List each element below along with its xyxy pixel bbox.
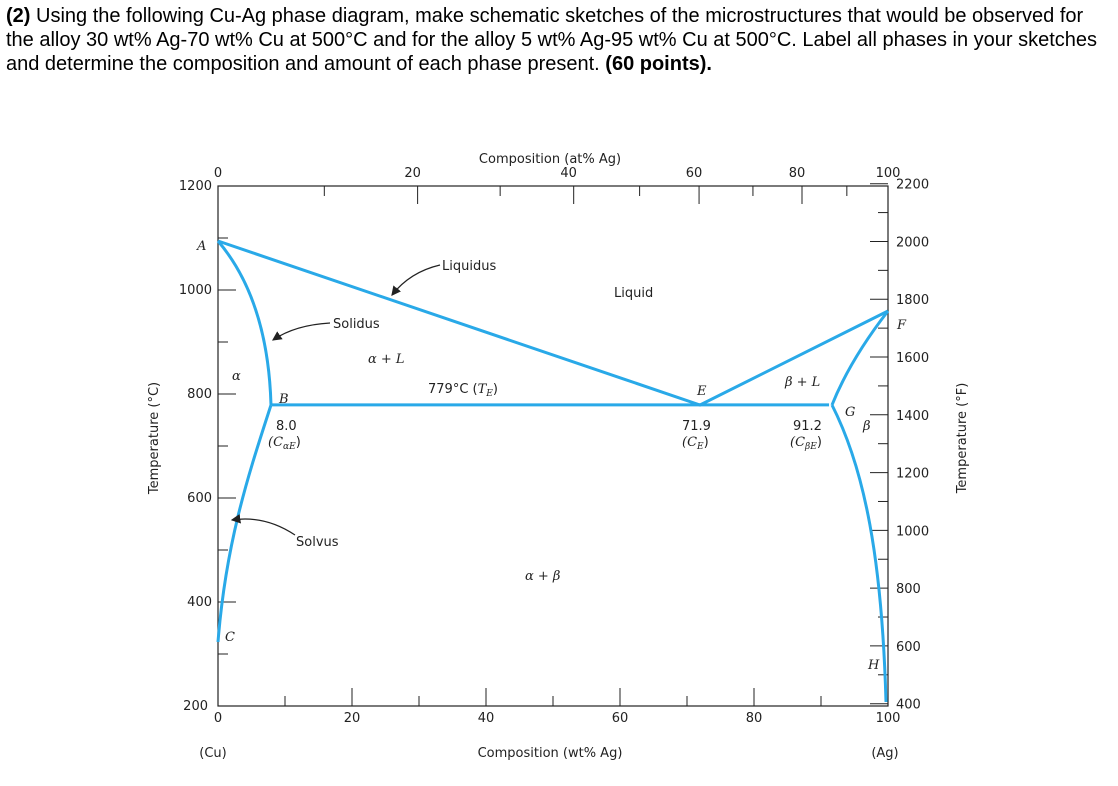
question-number: (2) (6, 5, 31, 27)
axis-title: Composition (wt% Ag) (478, 746, 623, 761)
y2-tick-label: 1600 (896, 351, 929, 366)
composition-value: 71.9 (682, 419, 711, 434)
arrow (272, 322, 331, 341)
label-part: ) (296, 435, 301, 450)
label-part: ) (704, 435, 709, 450)
y2-tick-label: 600 (896, 640, 921, 655)
axis-title: Composition (at% Ag) (479, 152, 621, 167)
question-points: (60 points). (605, 53, 712, 75)
y2-tick-label: 1200 (896, 467, 929, 482)
eutectic (271, 403, 830, 407)
y2-tick-label: 2200 (896, 178, 929, 193)
label-part: βE (804, 442, 817, 452)
label-part: αE (283, 442, 296, 452)
axis-end-label: (Ag) (871, 746, 898, 761)
composition-value: 8.0 (276, 419, 297, 434)
y2-tick-label: 2000 (896, 235, 929, 250)
x2-tick-label: 40 (560, 166, 577, 181)
solvus-curve (216, 404, 273, 643)
curve-label: Solidus (333, 317, 380, 332)
y-tick-label: 1000 (179, 283, 212, 298)
y2-tick-label: 400 (896, 698, 921, 713)
arrow (391, 264, 441, 296)
point-label: H (867, 658, 880, 673)
question: (2) Using the following Cu-Ag phase diag… (6, 4, 1112, 76)
solvus-curve-right (830, 404, 888, 703)
label-part: (C (268, 435, 283, 450)
point-label: F (896, 318, 907, 333)
label-part: (C (790, 435, 805, 450)
point-label: C (225, 630, 235, 645)
x-tick-label: 0 (214, 711, 222, 726)
axis-title: Temperature (°C) (147, 382, 162, 495)
region-label: α (232, 369, 241, 384)
question-text: Using the following Cu-Ag phase diagram,… (6, 5, 1098, 75)
composition-symbol: (CE) (682, 435, 709, 452)
composition-symbol: (CαE) (268, 435, 301, 452)
y-tick-label: 1200 (179, 179, 212, 194)
label-part: (C (682, 435, 697, 450)
solidus-curve-right (830, 310, 890, 406)
x2-tick-label: 80 (789, 166, 806, 181)
axis-end-label: (Cu) (199, 746, 226, 761)
x-tick-label: 80 (746, 711, 763, 726)
point-label: G (845, 405, 855, 420)
label-part: ) (817, 435, 822, 450)
label-part: E (696, 442, 704, 452)
point-label: E (696, 384, 707, 399)
y-tick-label: 600 (187, 491, 212, 506)
y-tick-label: 800 (187, 387, 212, 402)
y-tick-label: 400 (187, 595, 212, 610)
eutectic-temperature: 779°C (TE) (428, 382, 498, 399)
curve-label: Solvus (296, 535, 339, 550)
x2-tick-label: 20 (404, 166, 421, 181)
x2-tick-label: 60 (686, 166, 703, 181)
y2-tick-label: 800 (896, 582, 921, 597)
region-label: α + β (525, 569, 560, 584)
eutectic-point (698, 403, 702, 407)
solidus-curve (216, 240, 273, 406)
x2-tick-label: 0 (214, 166, 222, 181)
curve-label: Liquidus (442, 259, 496, 274)
point-label: A (196, 239, 206, 254)
label-part: ) (493, 382, 498, 397)
plot-frame (217, 185, 889, 707)
region-label: α + L (368, 352, 405, 367)
x-tick-label: 40 (478, 711, 495, 726)
y2-tick-label: 1800 (896, 293, 929, 308)
y2-tick-label: 1400 (896, 409, 929, 424)
x-tick-label: 60 (612, 711, 629, 726)
region-label: β (862, 419, 871, 434)
x-tick-label: 20 (344, 711, 361, 726)
composition-value: 91.2 (793, 419, 822, 434)
x-tick-label: 100 (876, 711, 901, 726)
arrow (230, 513, 296, 536)
composition-symbol: (CβE) (790, 435, 822, 452)
label-part: 779°C ( (428, 382, 478, 397)
y2-tick-label: 1000 (896, 524, 929, 539)
label-part: T (478, 382, 488, 397)
region-label: Liquid (614, 286, 653, 301)
axis-title: Temperature (°F) (955, 383, 970, 495)
region-label: β + L (784, 375, 820, 390)
label-part: E (485, 389, 493, 399)
point-label: B (278, 392, 289, 407)
y-tick-label: 200 (183, 699, 208, 714)
x2-tick-label: 100 (876, 166, 901, 181)
axes: 2004006008001000120040060080010001200140… (179, 166, 929, 726)
